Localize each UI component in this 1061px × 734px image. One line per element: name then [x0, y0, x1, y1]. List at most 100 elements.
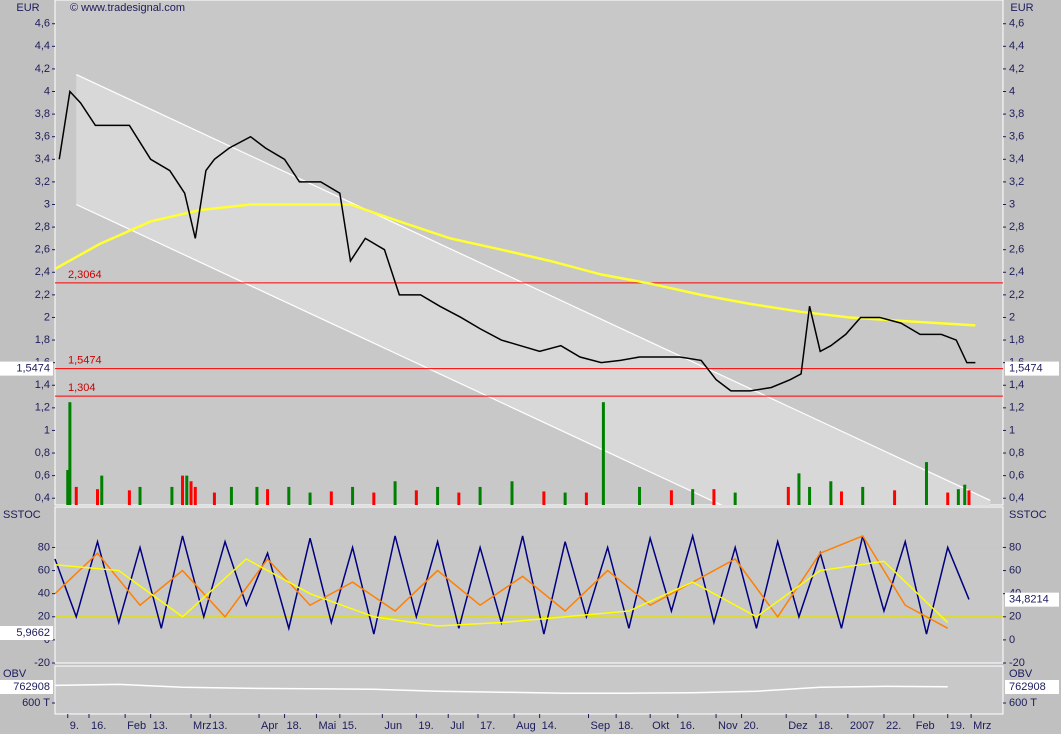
- volume-bar: [255, 486, 259, 505]
- y-tick-label: 4,6: [1009, 18, 1024, 30]
- value-tag: 762908: [1009, 681, 1046, 693]
- volume-bar: [733, 492, 737, 505]
- y-axis-label: OBV: [3, 668, 27, 680]
- x-tick-label: Aug: [516, 720, 536, 732]
- x-tick-label: Feb: [916, 720, 935, 732]
- volume-bar: [100, 475, 104, 505]
- y-tick-label: 1,4: [35, 379, 50, 391]
- y-axis-label: EUR: [1010, 2, 1033, 14]
- x-tick-label: Dez: [788, 720, 808, 732]
- volume-bar: [861, 486, 865, 505]
- volume-bar: [308, 492, 312, 505]
- volume-bar: [372, 492, 376, 505]
- x-tick-label: 9.: [70, 720, 79, 732]
- y-tick-label: 4,4: [35, 40, 50, 52]
- y-tick-label: 4,6: [35, 18, 50, 30]
- y-tick-label: 0,8: [35, 447, 50, 459]
- y-tick-label: 3,4: [35, 153, 50, 165]
- x-tick-label: Nov: [718, 720, 738, 732]
- value-tag: 762908: [13, 681, 50, 693]
- y-tick-label: 0,6: [35, 470, 50, 482]
- x-tick-label: Mrz: [973, 720, 991, 732]
- volume-bar: [127, 490, 131, 505]
- panel-background: [54, 665, 1004, 715]
- y-tick-label: 0,4: [35, 492, 50, 504]
- volume-bar: [138, 486, 142, 505]
- y-tick-label: 0,4: [1009, 492, 1024, 504]
- x-tick-label: Mai: [318, 720, 336, 732]
- y-tick-label: 2: [44, 311, 50, 323]
- x-tick-label: 18.: [618, 720, 633, 732]
- volume-bar: [956, 489, 960, 505]
- volume-bar: [68, 402, 72, 505]
- y-tick-label: 3: [1009, 198, 1015, 210]
- volume-bar: [797, 473, 801, 505]
- x-tick-label: Okt: [652, 720, 669, 732]
- y-tick-label: 20: [38, 611, 50, 623]
- volume-bar: [967, 490, 971, 505]
- volume-bar: [74, 486, 78, 505]
- y-axis-label: SSTOC: [3, 509, 41, 521]
- x-tick-label: 14.: [542, 720, 557, 732]
- y-tick-label: 2,6: [1009, 244, 1024, 256]
- volume-bar: [414, 490, 418, 505]
- volume-bar: [212, 492, 216, 505]
- volume-bar: [712, 489, 716, 505]
- volume-bar: [893, 490, 897, 505]
- x-tick-label: Apr: [261, 720, 278, 732]
- x-tick-label: 18.: [287, 720, 302, 732]
- y-tick-label: 80: [38, 541, 50, 553]
- y-tick-label: 1,4: [1009, 379, 1024, 391]
- channel-edge: [76, 74, 991, 502]
- value-tag-box: [0, 680, 53, 695]
- x-tick-label: 22.: [886, 720, 901, 732]
- panel-plot: [54, 532, 1003, 635]
- y-axis-label: OBV: [1009, 668, 1033, 680]
- x-tick-label: Sep: [591, 720, 611, 732]
- y-tick-label: 20: [1009, 611, 1021, 623]
- y-tick-label: 2,2: [35, 289, 50, 301]
- volume-bar: [185, 475, 189, 505]
- panel-plot: 2,3064 1,5474 1,304: [55, 74, 1003, 505]
- x-tick-label: 16.: [91, 720, 106, 732]
- volume-bar: [393, 481, 397, 505]
- volume-bar: [808, 486, 812, 505]
- x-tick-label: 20.: [744, 720, 759, 732]
- y-tick-label: 0: [1009, 634, 1015, 646]
- level-label: 2,3064: [68, 269, 102, 281]
- y-tick-label: 3,8: [1009, 108, 1024, 120]
- watermark: © www.tradesignal.com: [70, 2, 185, 14]
- volume-bar: [351, 486, 355, 505]
- y-tick-label: 0,8: [1009, 447, 1024, 459]
- x-tick-label: 17.: [480, 720, 495, 732]
- y-tick-label: 2,4: [35, 266, 50, 278]
- x-tick-label: 13.: [153, 720, 168, 732]
- y-tick-label: 3,4: [1009, 153, 1024, 165]
- volume-bar: [193, 486, 197, 505]
- y-tick-label: 1: [1009, 424, 1015, 436]
- x-tick-label: Jul: [450, 720, 464, 732]
- y-tick-label: 600 T: [1009, 697, 1037, 709]
- volume-bar: [181, 475, 185, 505]
- y-tick-label: 1,2: [35, 402, 50, 414]
- x-tick-label: 13.: [212, 720, 227, 732]
- volume-bar: [946, 492, 950, 505]
- x-tick-label: 2007: [850, 720, 874, 732]
- level-label: 1,304: [68, 382, 96, 394]
- series-line: [58, 89, 976, 392]
- volume-bar: [329, 491, 333, 505]
- y-tick-label: 3,2: [1009, 176, 1024, 188]
- series-line: [54, 532, 970, 635]
- y-tick-label: 80: [1009, 541, 1021, 553]
- volume-bar: [563, 492, 567, 505]
- series-line: [54, 534, 949, 629]
- y-tick-label: 1,2: [1009, 402, 1024, 414]
- volume-bar: [839, 491, 843, 505]
- value-tag: 1,5474: [16, 362, 50, 374]
- volume-bar: [542, 491, 546, 505]
- volume-bar: [924, 462, 928, 505]
- volume-bar: [457, 492, 461, 505]
- volume-bar: [170, 486, 174, 505]
- y-tick-label: 3,6: [1009, 131, 1024, 143]
